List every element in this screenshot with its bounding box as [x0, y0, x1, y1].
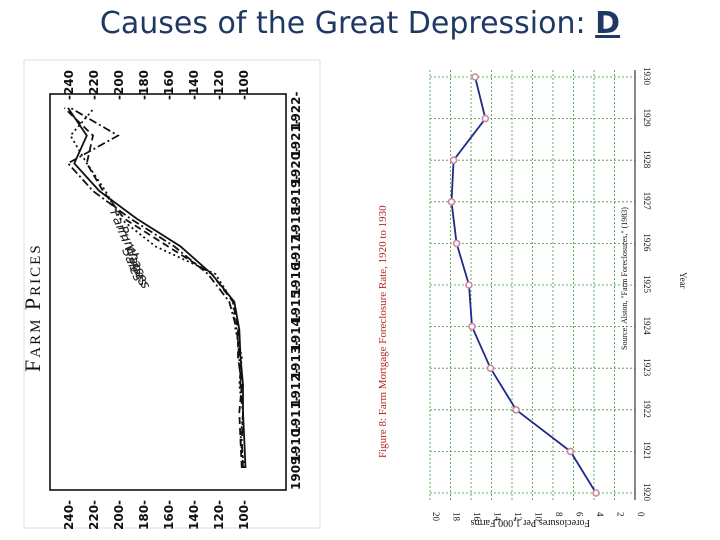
- farm-y-tick-label-bottom: 100-: [237, 500, 251, 530]
- foreclosure-x-tick-label: 1923: [642, 358, 652, 377]
- foreclosure-x-tick-label: 1921: [642, 441, 652, 459]
- farm-panel-frame: [23, 59, 321, 529]
- foreclosure-y-tick-label: 12: [513, 512, 523, 521]
- farm-x-tick-label: 1922-: [289, 92, 303, 130]
- foreclosure-x-tick-label: 1927: [642, 192, 652, 211]
- foreclosure-data-point: [471, 73, 479, 81]
- foreclosure-x-tick-label: 1926: [642, 233, 652, 252]
- farm-x-tick-label: 1912-: [289, 369, 303, 407]
- foreclosure-x-tick-label: 1928: [642, 150, 652, 169]
- farm-y-tick-label-top: -220: [87, 70, 101, 100]
- farm-x-tick-label: 1911-: [289, 396, 303, 434]
- farm-y-tick-label-bottom: 220-: [87, 500, 101, 530]
- foreclosure-y-tick-label: 4: [595, 512, 605, 517]
- farm-x-tick-label: 1919-: [289, 175, 303, 213]
- farm-x-tick-label: 1916-: [289, 258, 303, 296]
- foreclosure-data-point: [452, 239, 461, 248]
- foreclosure-y-tick-label: 16: [472, 512, 482, 522]
- slide-title: Causes of the Great Depression: D: [0, 6, 720, 41]
- farm-y-tick-label-bottom: 160-: [162, 500, 176, 530]
- farm-y-tick-label-top: -160: [162, 70, 176, 100]
- foreclosure-data-point: [481, 114, 490, 123]
- foreclosure-data-point: [465, 281, 473, 289]
- farm-x-tick-label: 1915-: [289, 285, 303, 323]
- farm-x-tick-label: 1917-: [289, 230, 303, 268]
- foreclosure-y-tick-label: 14: [493, 512, 503, 522]
- foreclosure-data-point: [592, 489, 600, 497]
- farm-plot-box: [49, 93, 287, 491]
- foreclosure-x-tick-label: 1925: [642, 275, 652, 294]
- foreclosure-x-axis-label: Year: [678, 272, 688, 289]
- foreclosure-x-tick-label: 1924: [642, 317, 652, 336]
- foreclosure-x-tick-label: 1929: [642, 109, 652, 128]
- foreclosure-y-tick-label: 6: [575, 512, 585, 517]
- foreclosure-x-tick-label: 1930: [642, 67, 652, 86]
- foreclosure-y-axis-label: Foreclosures Per 1,000 Farms: [470, 517, 590, 528]
- farm-x-tick-label: 1913-: [289, 341, 303, 379]
- foreclosure-data-point: [449, 156, 458, 164]
- farm-y-tick-label-top: -100: [237, 70, 251, 100]
- farm-y-tick-label-top: -240: [62, 70, 76, 100]
- farm-x-tick-label: 1920-: [289, 147, 303, 185]
- foreclosure-data-point: [566, 447, 575, 456]
- foreclosure-x-tick-label: 1922: [642, 400, 652, 418]
- farm-prices-title: Farm Prices: [20, 243, 45, 372]
- foreclosure-chart: 0 2 4 6 8 10 12 14 16 18 20 1920 1921 1922 1923 1924 192…: [377, 67, 688, 528]
- farm-x-tick-label: 1910-: [289, 424, 303, 462]
- farm-y-tick-label-top: -120: [212, 70, 226, 100]
- farm-x-tick-label: 1918-: [289, 202, 303, 240]
- foreclosure-y-tick-label: 0: [636, 512, 646, 517]
- farm-x-tick-label: 1921-: [289, 119, 303, 157]
- farm-y-tick-label-bottom: 120-: [212, 500, 226, 530]
- farm-y-tick-label-top: -200: [112, 70, 126, 100]
- farm-y-tick-label-bottom: 200-: [112, 500, 126, 530]
- foreclosure-data-point: [447, 198, 456, 206]
- foreclosure-chart-title: Figure 8: Farm Mortgage Foreclosure Rate…: [377, 205, 389, 458]
- foreclosure-y-tick-label: 2: [616, 512, 626, 517]
- farm-x-tick-label: 1909-: [289, 452, 303, 490]
- slide-title-text: Causes of the Great Depression:: [99, 6, 586, 41]
- foreclosure-source-note: Source: Alston, "Farm Foreclosures," (19…: [620, 207, 629, 350]
- farm-y-tick-label-top: -180: [137, 70, 151, 100]
- foreclosure-x-tick-label: 1920: [642, 483, 652, 502]
- foreclosure-data-point: [468, 322, 476, 331]
- slide-title-accent: D: [595, 6, 621, 41]
- farm-prices-chart: Farm Prices -100 100- -120 120- -140 140- -160 1…: [20, 59, 321, 530]
- farm-series-line: [66, 107, 244, 469]
- foreclosure-y-tick-label: 20: [431, 512, 441, 522]
- farm-x-tick-label: 1914-: [289, 313, 303, 351]
- foreclosure-data-point: [486, 364, 495, 373]
- farm-y-tick-label-bottom: 140-: [187, 500, 201, 530]
- foreclosure-data-point: [512, 405, 520, 414]
- farm-y-tick-label-bottom: 240-: [62, 500, 76, 530]
- foreclosure-y-tick-label: 18: [452, 512, 462, 522]
- foreclosure-y-tick-label: 8: [554, 512, 564, 517]
- farm-y-tick-label-top: -140: [187, 70, 201, 100]
- foreclosure-y-tick-label: 10: [534, 512, 544, 522]
- farm-y-tick-label-bottom: 180-: [137, 500, 151, 530]
